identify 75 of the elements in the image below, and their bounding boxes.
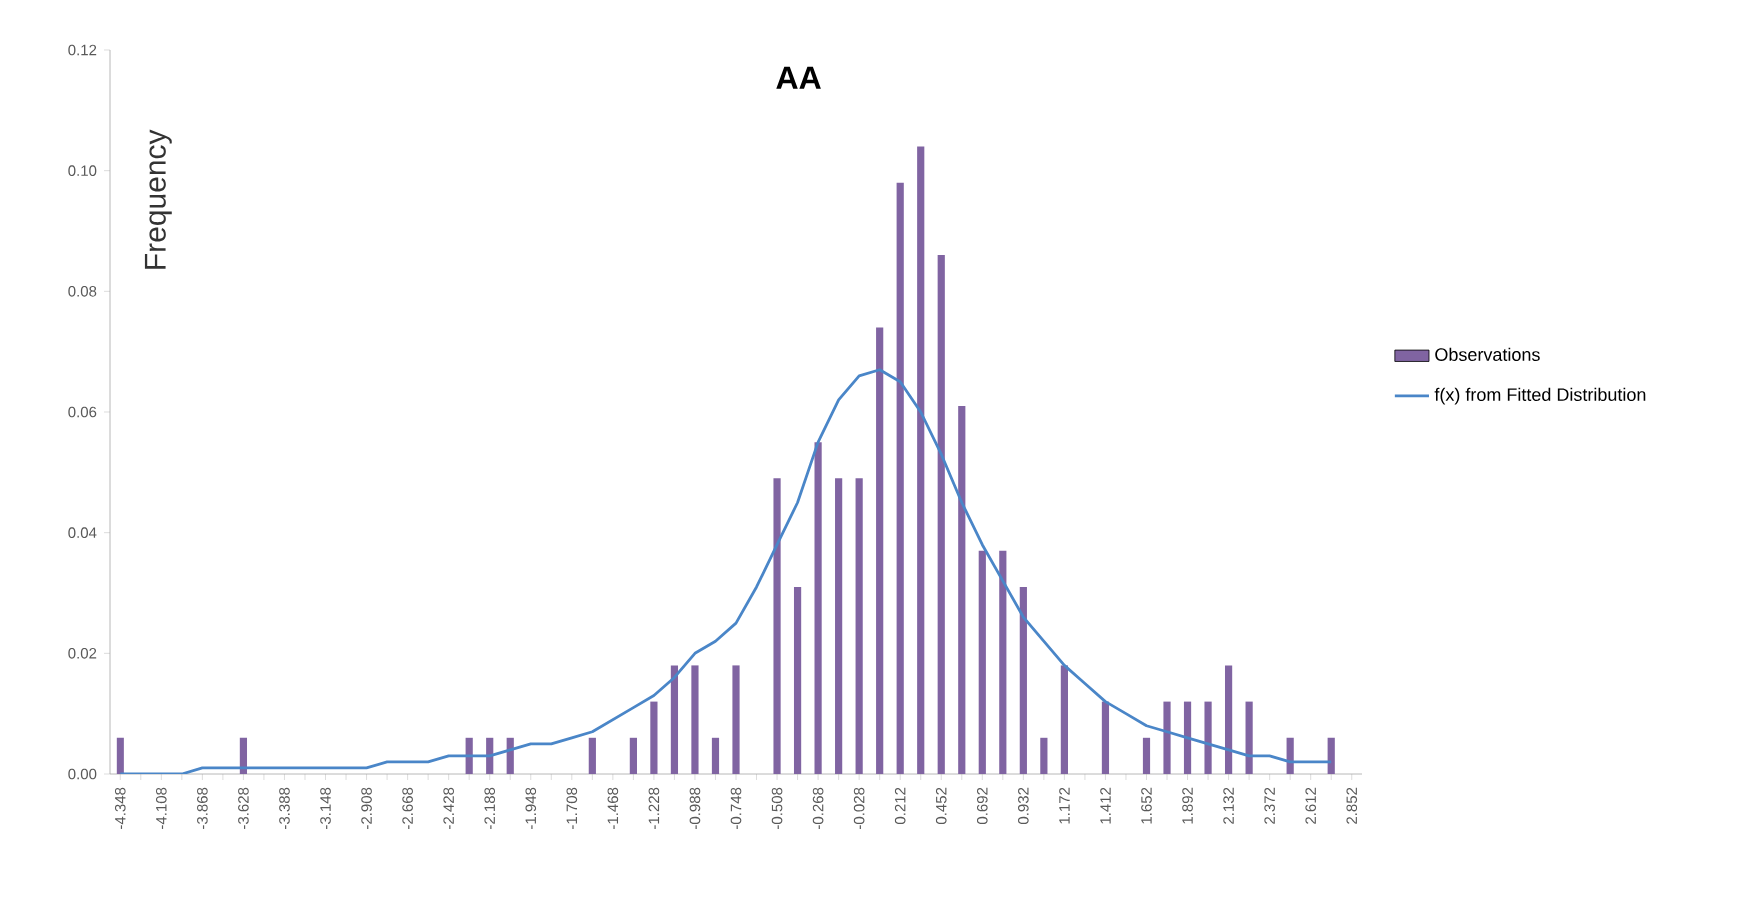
x-tick-label: -2.428 xyxy=(443,787,454,829)
x-tick-label: -3.388 xyxy=(279,787,290,829)
x-tick-label: 1.652 xyxy=(1141,787,1152,824)
x-tick-label: -3.868 xyxy=(197,787,208,829)
x-tick-label: 1.892 xyxy=(1182,787,1193,824)
x-tick-label: 0.212 xyxy=(894,787,906,824)
bar xyxy=(732,665,740,774)
bar xyxy=(1142,737,1151,774)
y-tick-label: 0.06 xyxy=(68,406,97,418)
x-tick-label: -0.748 xyxy=(730,787,742,829)
bar xyxy=(1245,701,1253,774)
legend-label: f(x) from Fitted Distribution xyxy=(1434,387,1646,405)
chart-title: AA xyxy=(776,66,821,89)
bar xyxy=(1183,701,1192,774)
bar xyxy=(1224,665,1233,774)
x-tick-label: -2.668 xyxy=(402,787,413,829)
bar xyxy=(691,665,699,774)
bar xyxy=(896,182,904,774)
x-tick-label: 2.132 xyxy=(1223,787,1234,824)
bar xyxy=(588,737,596,774)
bar xyxy=(1040,737,1048,774)
x-tick-label: -1.468 xyxy=(607,787,619,829)
bar xyxy=(835,478,843,774)
y-tick-label: 0.00 xyxy=(68,768,97,780)
bar xyxy=(629,737,637,774)
bar xyxy=(876,327,884,774)
x-tick-label: -1.708 xyxy=(566,787,578,829)
y-axis-title: Frequency xyxy=(144,129,172,269)
bar xyxy=(1101,701,1110,774)
x-tick-label: -1.228 xyxy=(648,787,660,829)
bar xyxy=(239,737,248,774)
x-tick-label: 1.412 xyxy=(1100,787,1111,824)
x-tick-label: -2.188 xyxy=(484,787,496,829)
bar xyxy=(1204,701,1212,774)
x-tick-label: -4.348 xyxy=(114,787,126,829)
x-tick-label: 1.172 xyxy=(1059,787,1070,824)
x-tick-label: -1.948 xyxy=(525,787,537,829)
bar xyxy=(999,550,1007,774)
bar xyxy=(917,146,925,774)
x-tick-label: 0.452 xyxy=(935,787,947,824)
y-tick-label: 0.08 xyxy=(68,286,97,297)
bar xyxy=(650,701,658,774)
x-tick-label: -3.148 xyxy=(320,787,331,829)
x-tick-label: -0.268 xyxy=(812,787,824,829)
bar xyxy=(1060,665,1068,774)
bar xyxy=(1163,701,1171,774)
bar xyxy=(711,737,720,774)
bar xyxy=(670,665,679,774)
bar xyxy=(1019,586,1027,774)
x-tick-label: -2.908 xyxy=(361,787,372,829)
x-tick-label: -0.028 xyxy=(853,787,865,829)
y-tick-label: 0.12 xyxy=(68,44,97,56)
bar xyxy=(855,478,863,774)
x-tick-label: -3.628 xyxy=(238,787,249,829)
x-tick-label: 2.372 xyxy=(1264,787,1275,824)
x-tick-label: 2.612 xyxy=(1305,787,1317,824)
bar xyxy=(814,442,822,774)
x-tick-label: -0.508 xyxy=(771,787,783,829)
bar xyxy=(793,586,802,774)
y-tick-label: 0.02 xyxy=(68,648,97,659)
x-tick-label: -0.988 xyxy=(689,787,701,829)
y-tick-label: 0.04 xyxy=(68,527,97,538)
bar xyxy=(978,550,986,774)
x-tick-label: 0.692 xyxy=(976,787,988,824)
x-tick-label: -4.108 xyxy=(156,787,167,829)
bar xyxy=(773,478,781,774)
legend-label: Observations xyxy=(1435,347,1540,361)
bar xyxy=(958,405,966,774)
bar xyxy=(116,737,124,774)
bar xyxy=(1327,737,1335,774)
bar xyxy=(937,255,945,774)
bar xyxy=(1286,737,1294,774)
y-tick-label: 0.10 xyxy=(68,165,97,176)
x-tick-label: 2.852 xyxy=(1346,787,1358,824)
x-tick-label: 0.932 xyxy=(1018,787,1029,824)
